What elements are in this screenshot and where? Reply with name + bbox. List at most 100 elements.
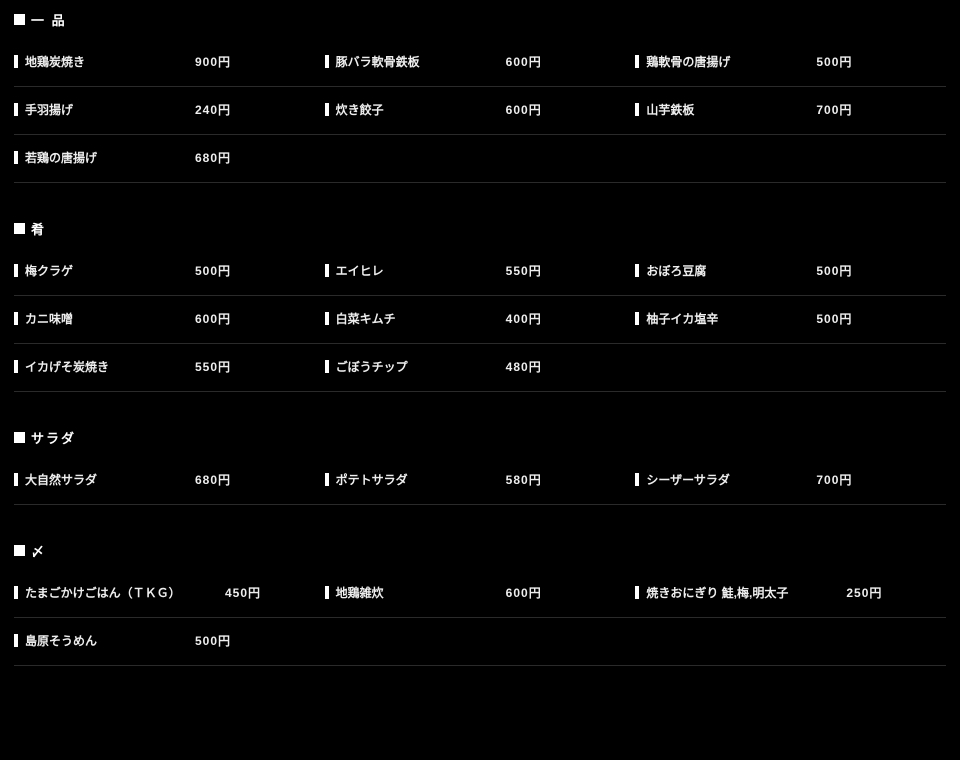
menu-row: たまごかけごはん（ＴＫＧ）450円地鶏雑炊600円焼きおにぎり 鮭,梅,明太子2… xyxy=(14,570,946,618)
rows-container: 梅クラゲ500円エイヒレ550円おぼろ豆腐500円カニ味噌600円白菜キムチ40… xyxy=(14,248,946,392)
section-title-text: サラダ xyxy=(31,428,76,447)
bullet-bar-icon xyxy=(14,151,18,164)
bullet-bar-icon xyxy=(325,586,329,599)
bullet-square-icon xyxy=(14,545,25,556)
bullet-bar-icon xyxy=(14,103,18,116)
section-title: 肴 xyxy=(14,219,946,238)
menu-section: サラダ大自然サラダ680円ポテトサラダ580円シーザーサラダ700円 xyxy=(14,428,946,505)
bullet-bar-icon xyxy=(325,473,329,486)
bullet-bar-icon xyxy=(14,634,18,647)
menu-item: シーザーサラダ700円 xyxy=(635,471,946,488)
menu-item: 白菜キムチ400円 xyxy=(325,310,636,327)
item-name: 梅クラゲ xyxy=(25,262,195,279)
menu-item: 豚バラ軟骨鉄板600円 xyxy=(325,53,636,70)
bullet-square-icon xyxy=(14,14,25,25)
item-price: 240円 xyxy=(195,101,265,118)
menu-item: カニ味噌600円 xyxy=(14,310,325,327)
menu-row: 大自然サラダ680円ポテトサラダ580円シーザーサラダ700円 xyxy=(14,457,946,505)
menu-item: ポテトサラダ580円 xyxy=(325,471,636,488)
menu-item: 柚子イカ塩辛500円 xyxy=(635,310,946,327)
menu-item: 鶏軟骨の唐揚げ500円 xyxy=(635,53,946,70)
menu-item: 山芋鉄板700円 xyxy=(635,101,946,118)
rows-container: 地鶏炭焼き900円豚バラ軟骨鉄板600円鶏軟骨の唐揚げ500円手羽揚げ240円炊… xyxy=(14,39,946,183)
item-name: 鶏軟骨の唐揚げ xyxy=(646,53,816,70)
menu-item: 焼きおにぎり 鮭,梅,明太子250円 xyxy=(635,584,946,601)
item-price: 600円 xyxy=(506,53,576,70)
menu-row: カニ味噌600円白菜キムチ400円柚子イカ塩辛500円 xyxy=(14,296,946,344)
bullet-square-icon xyxy=(14,432,25,443)
item-name: 炊き餃子 xyxy=(336,101,506,118)
item-name: シーザーサラダ xyxy=(646,471,816,488)
section-title-text: 一 品 xyxy=(31,10,67,29)
menu-item: 梅クラゲ500円 xyxy=(14,262,325,279)
item-price: 400円 xyxy=(506,310,576,327)
bullet-bar-icon xyxy=(325,264,329,277)
bullet-bar-icon xyxy=(635,473,639,486)
item-name: 柚子イカ塩辛 xyxy=(646,310,816,327)
menu-item: ごぼうチップ480円 xyxy=(325,358,636,375)
menu-item: おぼろ豆腐500円 xyxy=(635,262,946,279)
bullet-bar-icon xyxy=(14,586,18,599)
item-price: 600円 xyxy=(195,310,265,327)
item-name: 地鶏雑炊 xyxy=(336,584,506,601)
menu-item: 手羽揚げ240円 xyxy=(14,101,325,118)
menu-item: 若鶏の唐揚げ680円 xyxy=(14,149,325,166)
item-price: 450円 xyxy=(225,584,295,601)
bullet-bar-icon xyxy=(14,473,18,486)
item-price: 600円 xyxy=(506,101,576,118)
item-name: 白菜キムチ xyxy=(336,310,506,327)
item-price: 250円 xyxy=(846,584,916,601)
menu-item: イカげそ炭焼き550円 xyxy=(14,358,325,375)
bullet-bar-icon xyxy=(325,55,329,68)
menu-row: 島原そうめん500円 xyxy=(14,618,946,666)
menu-row: 地鶏炭焼き900円豚バラ軟骨鉄板600円鶏軟骨の唐揚げ500円 xyxy=(14,39,946,87)
item-name: おぼろ豆腐 xyxy=(646,262,816,279)
bullet-bar-icon xyxy=(325,103,329,116)
item-name: 大自然サラダ xyxy=(25,471,195,488)
item-name: 豚バラ軟骨鉄板 xyxy=(336,53,506,70)
item-name: 手羽揚げ xyxy=(25,101,195,118)
menu-item: 大自然サラダ680円 xyxy=(14,471,325,488)
item-price: 700円 xyxy=(816,101,886,118)
item-price: 480円 xyxy=(506,358,576,375)
bullet-bar-icon xyxy=(14,360,18,373)
menu-section: 〆たまごかけごはん（ＴＫＧ）450円地鶏雑炊600円焼きおにぎり 鮭,梅,明太子… xyxy=(14,541,946,666)
section-title-text: 〆 xyxy=(31,541,46,560)
menu-item: たまごかけごはん（ＴＫＧ）450円 xyxy=(14,584,325,601)
item-name: イカげそ炭焼き xyxy=(25,358,195,375)
item-price: 900円 xyxy=(195,53,265,70)
section-title: 〆 xyxy=(14,541,946,560)
menu-item: 地鶏炭焼き900円 xyxy=(14,53,325,70)
rows-container: たまごかけごはん（ＴＫＧ）450円地鶏雑炊600円焼きおにぎり 鮭,梅,明太子2… xyxy=(14,570,946,666)
menu-root: 一 品地鶏炭焼き900円豚バラ軟骨鉄板600円鶏軟骨の唐揚げ500円手羽揚げ24… xyxy=(14,10,946,666)
item-price: 500円 xyxy=(816,53,886,70)
menu-row: 手羽揚げ240円炊き餃子600円山芋鉄板700円 xyxy=(14,87,946,135)
item-price: 700円 xyxy=(816,471,886,488)
bullet-bar-icon xyxy=(635,312,639,325)
section-title: サラダ xyxy=(14,428,946,447)
item-price: 500円 xyxy=(816,262,886,279)
menu-item: 炊き餃子600円 xyxy=(325,101,636,118)
menu-item: エイヒレ550円 xyxy=(325,262,636,279)
item-name: 山芋鉄板 xyxy=(646,101,816,118)
item-name: 地鶏炭焼き xyxy=(25,53,195,70)
bullet-bar-icon xyxy=(325,312,329,325)
item-price: 500円 xyxy=(195,262,265,279)
item-name: ポテトサラダ xyxy=(336,471,506,488)
item-price: 550円 xyxy=(506,262,576,279)
item-price: 680円 xyxy=(195,471,265,488)
bullet-bar-icon xyxy=(635,586,639,599)
menu-section: 一 品地鶏炭焼き900円豚バラ軟骨鉄板600円鶏軟骨の唐揚げ500円手羽揚げ24… xyxy=(14,10,946,183)
bullet-bar-icon xyxy=(14,264,18,277)
menu-row: 梅クラゲ500円エイヒレ550円おぼろ豆腐500円 xyxy=(14,248,946,296)
bullet-bar-icon xyxy=(14,55,18,68)
item-price: 680円 xyxy=(195,149,265,166)
menu-section: 肴梅クラゲ500円エイヒレ550円おぼろ豆腐500円カニ味噌600円白菜キムチ4… xyxy=(14,219,946,392)
item-price: 500円 xyxy=(816,310,886,327)
item-name: たまごかけごはん（ＴＫＧ） xyxy=(25,584,225,601)
item-name: 若鶏の唐揚げ xyxy=(25,149,195,166)
item-name: 島原そうめん xyxy=(25,632,195,649)
item-name: カニ味噌 xyxy=(25,310,195,327)
bullet-bar-icon xyxy=(325,360,329,373)
menu-row: 若鶏の唐揚げ680円 xyxy=(14,135,946,183)
